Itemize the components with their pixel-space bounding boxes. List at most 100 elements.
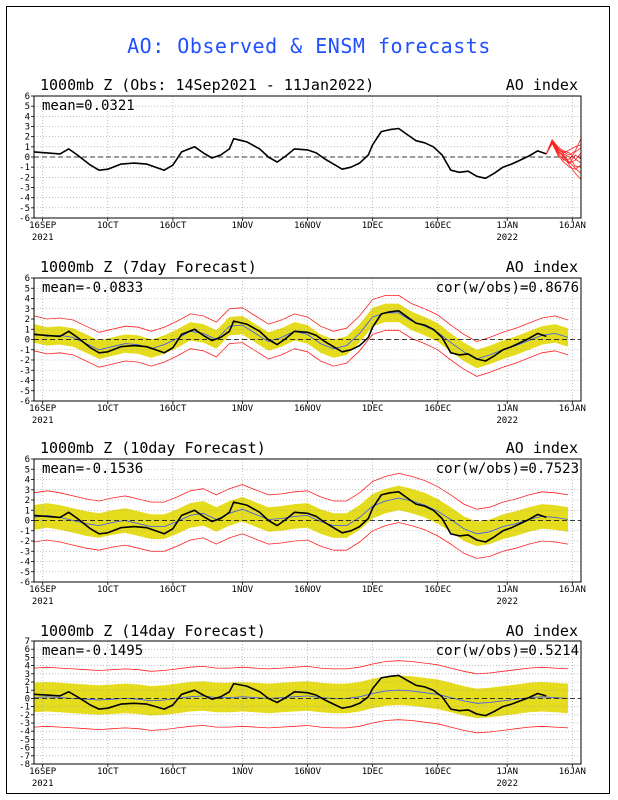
spaghetti-member-line <box>545 139 582 164</box>
y-tick-label: -1 <box>19 163 30 173</box>
y-tick-label: -5 <box>19 735 30 745</box>
y-tick-label: 1 <box>25 325 30 335</box>
x-tick-label: 1JAN <box>496 767 518 777</box>
y-tick-label: -1 <box>19 703 30 713</box>
mean-label: mean=-0.1495 <box>42 643 143 659</box>
spaghetti-member-line <box>545 138 582 164</box>
y-tick-label: -3 <box>19 719 30 729</box>
x-tick-label: 1OCT <box>97 585 119 595</box>
ensemble-upper-bound <box>33 660 569 675</box>
correlation-label: cor(w/obs)=0.7523 <box>436 461 579 477</box>
x-tick-label: 1OCT <box>97 221 119 231</box>
y-tick-label: 4 <box>25 476 30 486</box>
ensemble-spread-band <box>34 303 568 369</box>
y-tick-label: 6 <box>25 645 30 655</box>
x-tick-label: 16OCT <box>159 221 187 231</box>
y-tick-label: -6 <box>19 397 30 407</box>
x-tick-label: 16OCT <box>159 767 187 777</box>
y-tick-label: 4 <box>25 295 30 305</box>
ensemble-mean-line <box>33 312 569 360</box>
x-tick-label: 1JAN <box>496 221 518 231</box>
y-tick-label: -2 <box>19 711 30 721</box>
y-tick-label: 1 <box>25 143 30 153</box>
y-tick-label: -2 <box>19 173 30 183</box>
y-tick-label: -4 <box>19 558 30 568</box>
correlation-label: cor(w/obs)=0.5214 <box>436 643 579 659</box>
spaghetti-member-line <box>545 143 582 164</box>
x-tick-label: 16OCT <box>159 585 187 595</box>
y-tick-label: -4 <box>19 194 30 204</box>
ensemble-lower-bound <box>33 719 569 734</box>
x-tick-label: 16SEP <box>29 404 57 414</box>
y-tick-label: 5 <box>25 284 30 294</box>
y-tick-label: -6 <box>19 214 30 224</box>
x-tick-label: 1OCT <box>97 767 119 777</box>
ensemble-lower-bound <box>33 522 569 559</box>
panel-right-label: AO index <box>506 258 578 276</box>
x-tick-label: 16DEC <box>424 767 451 777</box>
x-tick-label: 16JAN <box>559 404 586 414</box>
chart-panel-4: 1000mb Z (14day Forecast) AO index7654321… <box>19 622 586 789</box>
panel-right-label: AO index <box>506 76 578 94</box>
x-tick-label: 1DEC <box>362 767 384 777</box>
y-tick-label: -5 <box>19 387 30 397</box>
mean-label: mean=-0.1536 <box>42 461 143 477</box>
x-tick-label: 1JAN <box>496 404 518 414</box>
y-tick-label: 3 <box>25 123 30 133</box>
observed-line <box>33 310 547 362</box>
y-tick-label: 0 <box>25 336 30 346</box>
x-tick-label: 16SEP <box>29 767 57 777</box>
x-tick-year-label: 2021 <box>32 233 54 243</box>
y-tick-label: 1 <box>25 686 30 696</box>
x-tick-year-label: 2022 <box>496 597 518 607</box>
x-tick-label: 16NOV <box>294 404 322 414</box>
y-tick-label: 4 <box>25 112 30 122</box>
y-tick-label: -4 <box>19 377 30 387</box>
x-tick-label: 1NOV <box>232 767 254 777</box>
mean-label: mean=0.0321 <box>42 98 135 114</box>
x-tick-label: 16DEC <box>424 404 451 414</box>
y-tick-label: 2 <box>25 496 30 506</box>
x-tick-label: 16NOV <box>294 767 322 777</box>
x-tick-label: 1DEC <box>362 585 384 595</box>
spaghetti-member-line <box>545 142 582 180</box>
y-tick-label: 3 <box>25 486 30 496</box>
x-tick-label: 16NOV <box>294 585 322 595</box>
mean-label: mean=-0.0833 <box>42 280 143 296</box>
chart-panel-3: 1000mb Z (10day Forecast) AO index 6543210… <box>19 439 586 607</box>
y-tick-label: 4 <box>25 662 30 672</box>
x-tick-year-label: 2021 <box>32 779 54 789</box>
y-tick-label: 5 <box>25 465 30 475</box>
y-tick-label: 3 <box>25 305 30 315</box>
figure-title: AO: Observed & ENSM forecasts <box>127 34 491 58</box>
x-tick-label: 16DEC <box>424 585 451 595</box>
y-tick-label: 6 <box>25 455 30 465</box>
panel-right-label: AO index <box>506 439 578 457</box>
y-tick-label: 2 <box>25 678 30 688</box>
panel-right-label: AO index <box>506 622 578 640</box>
y-tick-label: -8 <box>19 760 30 770</box>
y-tick-label: -6 <box>19 744 30 754</box>
y-tick-label: -2 <box>19 356 30 366</box>
figure-frame <box>6 6 610 794</box>
observed-line <box>33 491 547 543</box>
x-tick-label: 16DEC <box>424 221 451 231</box>
panel-title: 1000mb Z (14day Forecast) <box>40 622 266 640</box>
x-tick-label: 16JAN <box>559 767 586 777</box>
x-tick-label: 16OCT <box>159 404 187 414</box>
y-tick-label: -2 <box>19 537 30 547</box>
x-tick-label: 1NOV <box>232 221 254 231</box>
x-tick-label: 16JAN <box>559 221 586 231</box>
y-tick-label: -1 <box>19 346 30 356</box>
x-tick-label: 16JAN <box>559 585 586 595</box>
y-tick-label: 2 <box>25 133 30 143</box>
correlation-label: cor(w/obs)=0.8676 <box>436 280 579 296</box>
y-tick-label: 5 <box>25 653 30 663</box>
x-tick-label: 1OCT <box>97 404 119 414</box>
panel-title: 1000mb Z (10day Forecast) <box>40 439 266 457</box>
ensemble-upper-bound <box>33 295 569 343</box>
spaghetti-member-line <box>545 141 582 155</box>
x-tick-label: 1DEC <box>362 221 384 231</box>
x-tick-label: 16SEP <box>29 221 57 231</box>
